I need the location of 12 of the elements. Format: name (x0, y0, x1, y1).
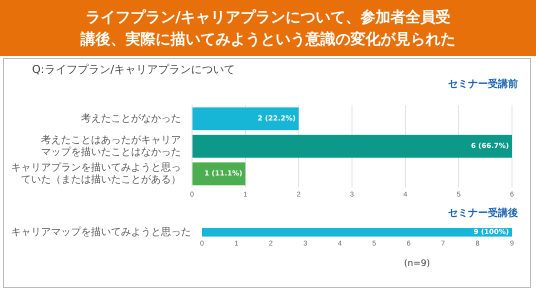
y-tick-label: 考えたことはあったがキャリアマップを描いたことはなかった (41, 134, 181, 158)
y-tick-label: 考えたことがなかった (81, 112, 181, 124)
text: セミナー受講前 (447, 78, 518, 90)
bar (192, 107, 299, 130)
annotation: (n=9) (403, 259, 430, 269)
chart-subtitle: Q:ライフプラン/キャリアプランについて (32, 62, 236, 77)
y-tick-label: キャリアマップを描いてみようと思った (11, 226, 191, 238)
bar (192, 134, 512, 158)
annotation: セミナー受講後 (447, 206, 518, 219)
y-tick-label: キャリアプランを描いてみようと思っていた（または描いたことがある） (11, 161, 181, 186)
bar (192, 162, 246, 186)
chart-title: ライフプラン/キャリアプランについて、参加者全員受講後、実際に描いてみようという意識の変化が見られた (79, 7, 456, 50)
